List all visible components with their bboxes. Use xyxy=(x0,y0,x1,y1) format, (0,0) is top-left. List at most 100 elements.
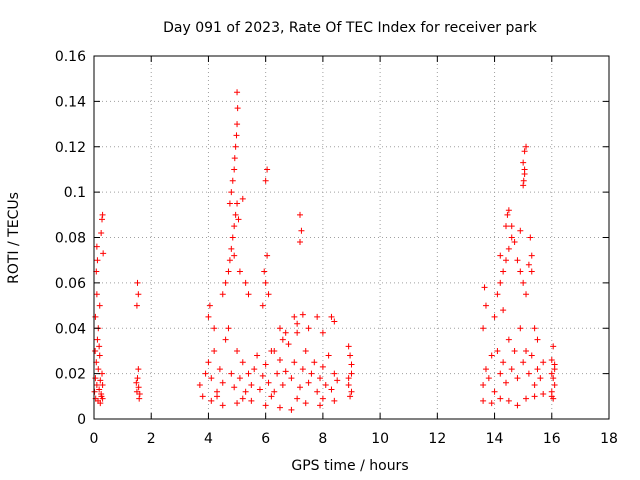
data-point-plus-marker xyxy=(92,375,99,382)
data-point-plus-marker xyxy=(505,336,512,343)
data-point-plus-marker xyxy=(251,366,258,373)
y-tick-label: 0.08 xyxy=(55,231,86,247)
y-tick-label: 0.1 xyxy=(64,185,86,201)
data-point-plus-marker xyxy=(233,132,240,139)
data-point-plus-marker xyxy=(523,347,530,354)
data-point-plus-marker xyxy=(135,366,142,373)
data-point-plus-marker xyxy=(508,223,515,230)
data-point-plus-marker xyxy=(226,200,233,207)
data-point-plus-marker xyxy=(288,406,295,413)
data-point-plus-marker xyxy=(491,313,498,320)
data-point-plus-marker xyxy=(504,211,511,218)
data-point-plus-marker xyxy=(136,395,143,402)
data-point-plus-marker xyxy=(314,313,321,320)
data-point-plus-marker xyxy=(234,105,241,112)
y-tick-label: 0.02 xyxy=(55,367,86,383)
data-point-plus-marker xyxy=(482,302,489,309)
data-point-plus-marker xyxy=(205,359,212,366)
data-point-plus-marker xyxy=(505,397,512,404)
data-point-plus-marker xyxy=(133,379,140,386)
data-point-plus-marker xyxy=(99,216,106,223)
data-point-plus-marker xyxy=(520,159,527,166)
data-point-plus-marker xyxy=(517,227,524,234)
data-point-plus-marker xyxy=(317,375,324,382)
data-point-plus-marker xyxy=(319,395,326,402)
data-point-plus-marker xyxy=(548,357,555,364)
data-point-plus-marker xyxy=(99,395,106,402)
data-point-plus-marker xyxy=(135,384,142,391)
data-point-plus-marker xyxy=(488,400,495,407)
data-point-plus-marker xyxy=(331,397,338,404)
data-point-plus-marker xyxy=(231,384,238,391)
data-point-plus-marker xyxy=(259,302,266,309)
data-point-plus-marker xyxy=(97,400,104,407)
data-point-plus-marker xyxy=(520,359,527,366)
data-point-plus-marker xyxy=(92,347,99,354)
data-point-plus-marker xyxy=(521,166,528,173)
data-point-plus-marker xyxy=(551,361,558,368)
data-point-plus-marker xyxy=(514,402,521,409)
data-point-plus-marker xyxy=(265,379,272,386)
data-point-plus-marker xyxy=(508,234,515,241)
data-point-plus-marker xyxy=(328,313,335,320)
data-point-plus-marker xyxy=(528,352,535,359)
data-point-plus-marker xyxy=(231,155,238,162)
data-point-plus-marker xyxy=(92,313,99,320)
data-point-plus-marker xyxy=(497,279,504,286)
data-point-plus-marker xyxy=(485,375,492,382)
x-tick-label: 18 xyxy=(600,431,618,447)
data-point-plus-marker xyxy=(282,368,289,375)
data-point-plus-marker xyxy=(521,148,528,155)
data-point-plus-marker xyxy=(514,257,521,264)
data-point-plus-marker xyxy=(348,361,355,368)
data-point-plus-marker xyxy=(314,388,321,395)
y-tick-label: 0.06 xyxy=(55,276,86,292)
data-point-plus-marker xyxy=(208,375,215,382)
data-point-plus-marker xyxy=(276,357,283,364)
data-point-plus-marker xyxy=(500,268,507,275)
data-point-plus-marker xyxy=(508,366,515,373)
data-point-plus-marker xyxy=(222,279,229,286)
data-point-plus-marker xyxy=(242,388,249,395)
data-point-plus-marker xyxy=(134,279,141,286)
data-point-plus-marker xyxy=(98,229,105,236)
data-point-plus-marker xyxy=(231,166,238,173)
data-point-plus-marker xyxy=(248,397,255,404)
data-point-plus-marker xyxy=(534,336,541,343)
data-point-plus-marker xyxy=(134,375,141,382)
data-point-plus-marker xyxy=(331,370,338,377)
data-point-plus-marker xyxy=(488,352,495,359)
data-point-plus-marker xyxy=(311,359,318,366)
data-point-plus-marker xyxy=(285,341,292,348)
data-point-plus-marker xyxy=(135,291,142,298)
data-point-plus-marker xyxy=(99,211,106,218)
data-point-plus-marker xyxy=(317,402,324,409)
data-point-plus-marker xyxy=(347,352,354,359)
data-point-plus-marker xyxy=(259,372,266,379)
data-point-plus-marker xyxy=(234,200,241,207)
data-point-plus-marker xyxy=(548,370,555,377)
data-point-plus-marker xyxy=(520,182,527,189)
data-point-plus-marker xyxy=(262,361,269,368)
data-point-plus-marker xyxy=(96,302,103,309)
data-point-plus-marker xyxy=(229,177,236,184)
data-point-plus-marker xyxy=(305,325,312,332)
data-point-plus-marker xyxy=(96,386,103,393)
data-point-plus-marker xyxy=(264,252,271,259)
data-point-plus-marker xyxy=(100,250,107,257)
data-point-plus-marker xyxy=(245,291,252,298)
x-tick-label: 16 xyxy=(543,431,561,447)
data-point-plus-marker xyxy=(527,234,534,241)
data-point-plus-marker xyxy=(534,366,541,373)
data-point-plus-marker xyxy=(540,391,547,398)
data-point-plus-marker xyxy=(331,318,338,325)
data-point-plus-marker xyxy=(93,291,100,298)
data-point-plus-marker xyxy=(319,329,326,336)
data-point-plus-marker xyxy=(242,279,249,286)
data-point-plus-marker xyxy=(276,404,283,411)
data-point-plus-marker xyxy=(99,370,106,377)
data-point-plus-marker xyxy=(234,400,241,407)
data-point-plus-marker xyxy=(523,291,530,298)
data-point-plus-marker xyxy=(202,370,209,377)
x-tick-label: 0 xyxy=(90,431,99,447)
